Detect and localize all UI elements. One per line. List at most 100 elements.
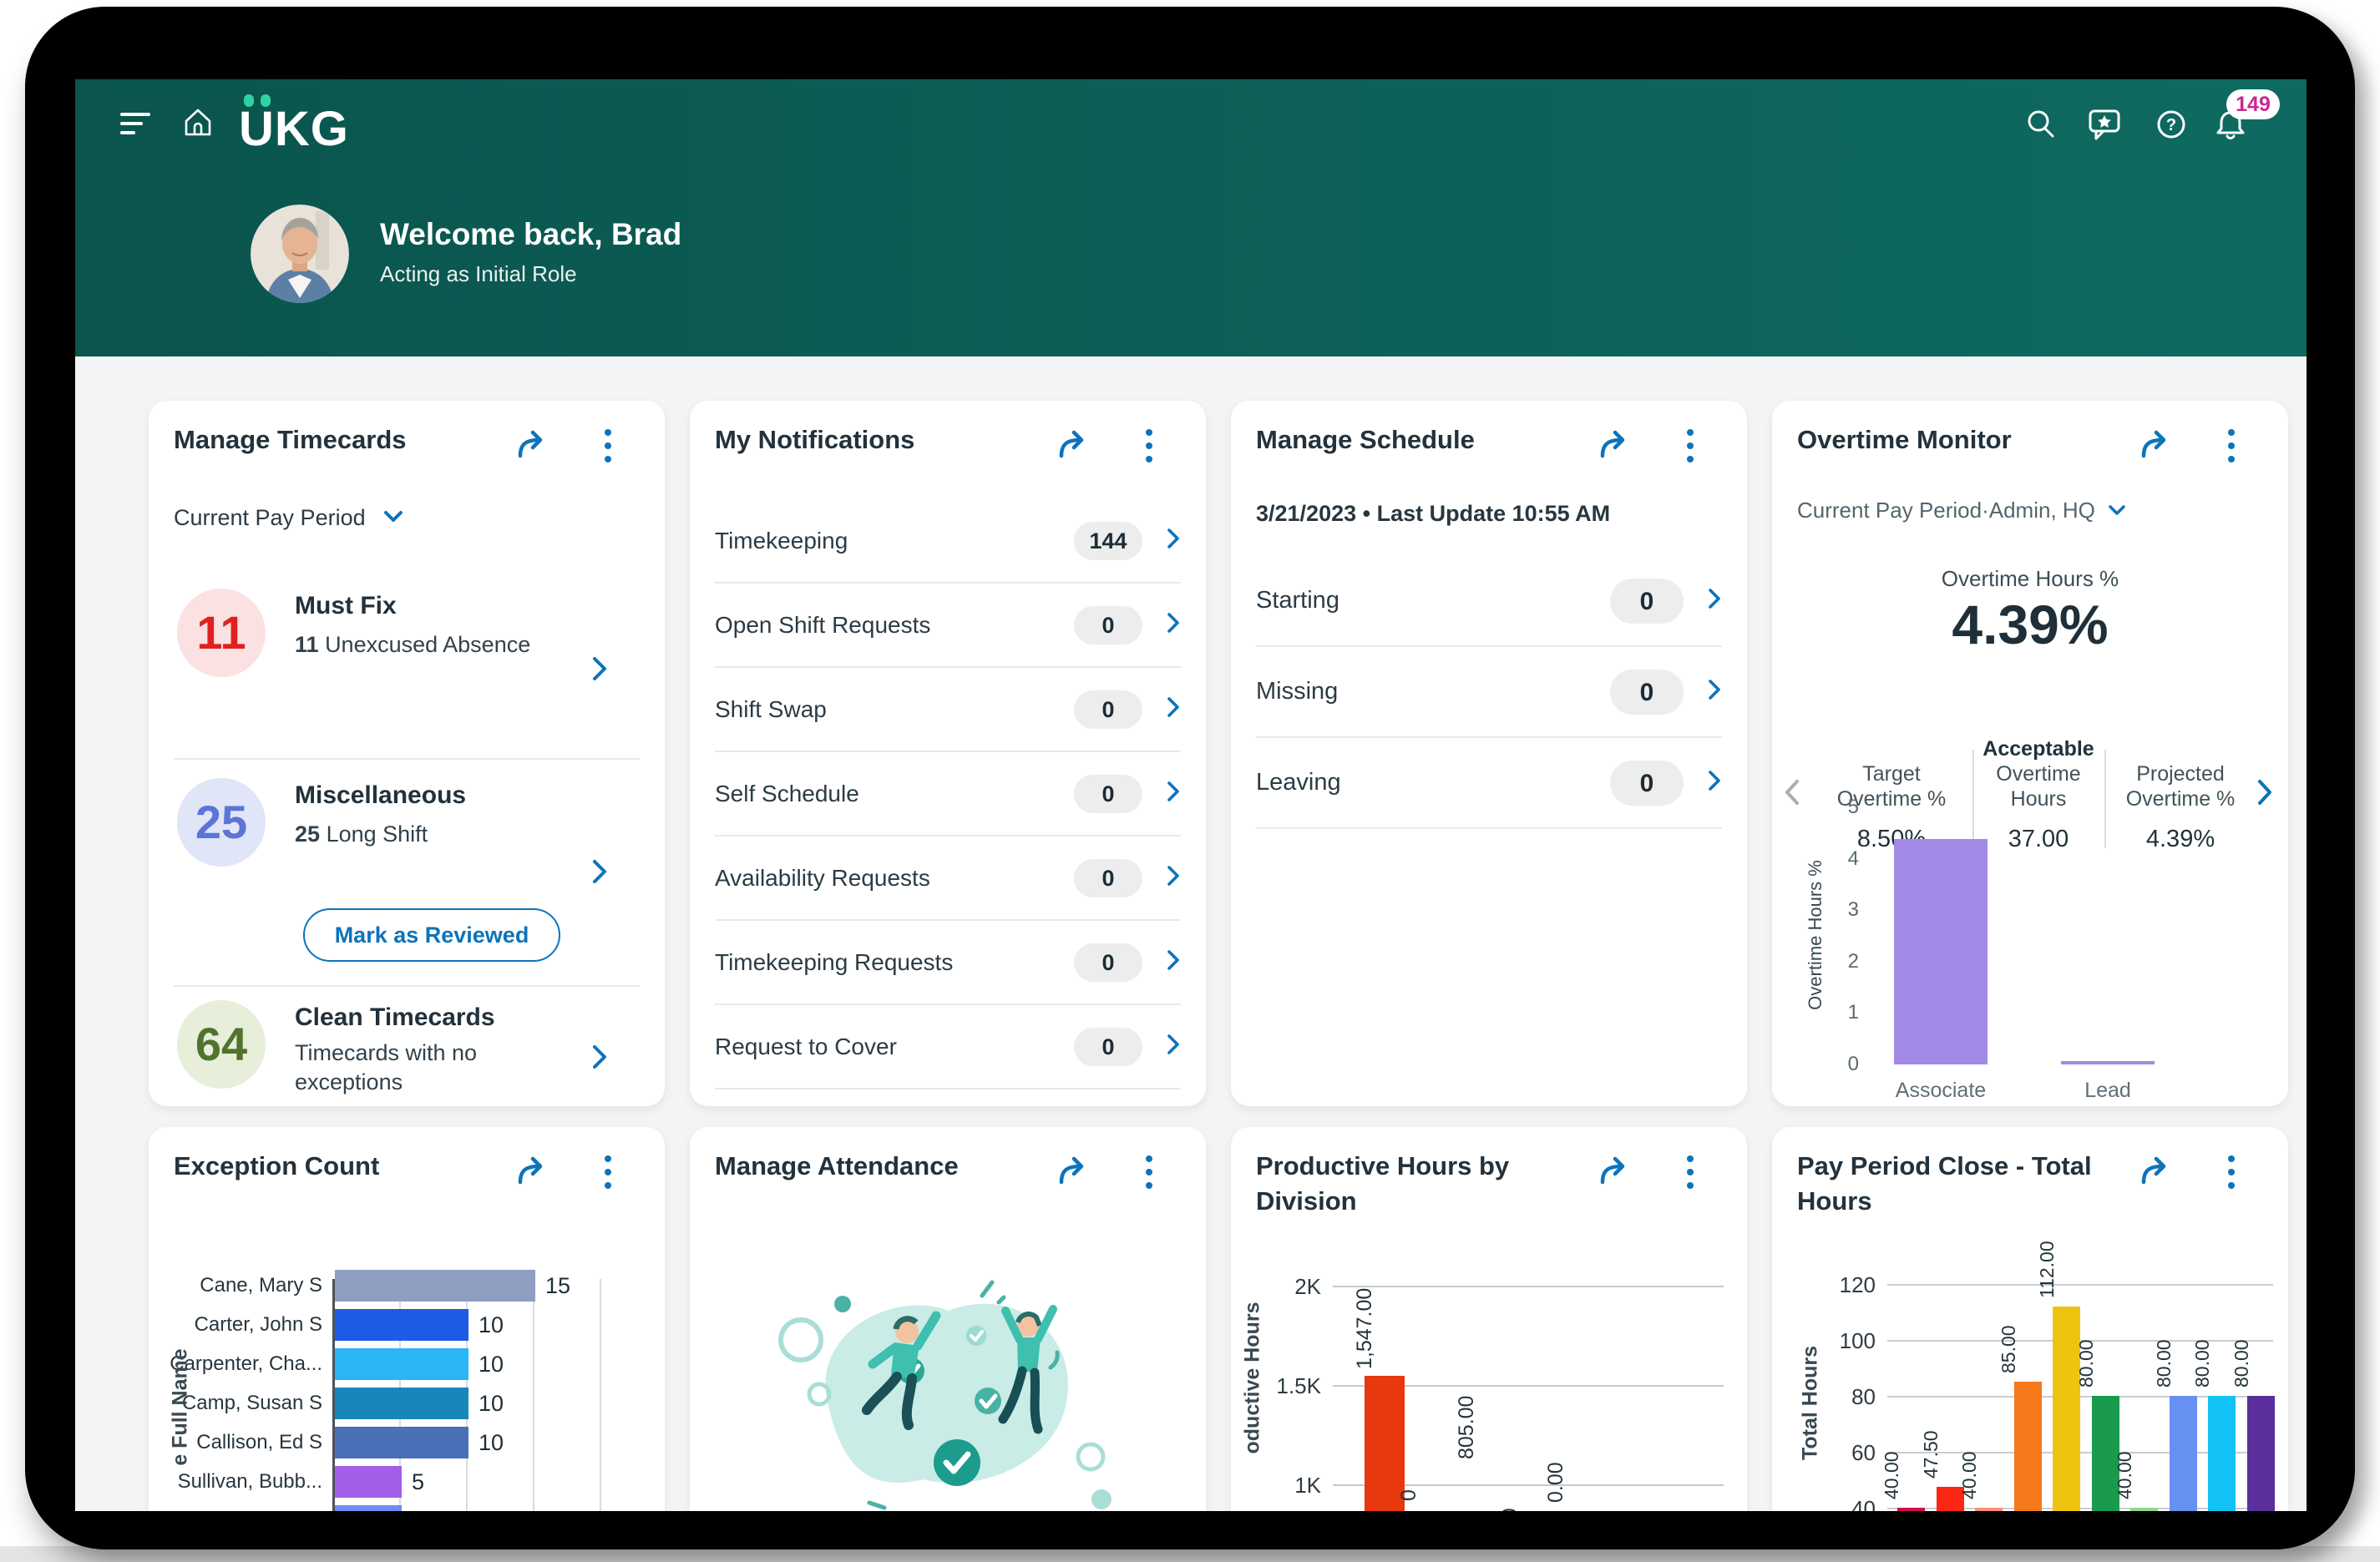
notification-label: Timekeeping (715, 527, 848, 554)
kebab-menu-icon[interactable] (2227, 1154, 2236, 1195)
kebab-menu-icon[interactable] (1145, 1154, 1153, 1195)
timecard-item-miscellaneous[interactable]: 25 Miscellaneous 25 Long Shift (174, 778, 640, 887)
bar (335, 1427, 468, 1458)
open-card-arrow-icon[interactable] (1597, 1155, 1632, 1191)
notification-count-pill: 0 (1074, 774, 1142, 813)
overtime-metric-label: Overtime Hours % (1941, 566, 2119, 591)
kebab-menu-icon[interactable] (1686, 427, 1694, 468)
kebab-menu-icon[interactable] (2227, 427, 2236, 468)
chevron-right-icon[interactable] (591, 655, 608, 686)
help-icon[interactable]: ? (2155, 108, 2188, 145)
pay-period-selector[interactable]: Current Pay Period (174, 505, 403, 531)
pay-period-selector-label: Current Pay Period (174, 505, 366, 530)
chevron-down-icon (384, 511, 403, 522)
chevron-right-icon[interactable] (591, 1044, 608, 1074)
notification-row[interactable]: Open Shift Requests 0 (715, 584, 1181, 668)
open-card-arrow-icon[interactable] (1056, 429, 1091, 465)
chevron-right-icon[interactable] (1166, 1033, 1181, 1060)
chevron-right-icon[interactable] (1166, 864, 1181, 892)
chevron-right-icon[interactable] (1707, 587, 1722, 614)
schedule-row[interactable]: Leaving 0 (1256, 738, 1722, 829)
search-icon[interactable] (2024, 108, 2058, 145)
notification-row[interactable]: System Messages5 (715, 1089, 1181, 1106)
chevron-right-icon[interactable] (1166, 611, 1181, 639)
bar (1937, 1486, 1964, 1511)
schedule-count-pill: 0 (1610, 578, 1684, 624)
kebab-menu-icon[interactable] (1145, 427, 1153, 468)
open-card-arrow-icon[interactable] (2138, 1155, 2173, 1191)
open-card-arrow-icon[interactable] (514, 429, 549, 465)
bar (1365, 1375, 1405, 1511)
notification-row[interactable]: Timekeeping 144 (715, 499, 1181, 584)
notification-label: Shift Swap (715, 695, 827, 722)
card-exception-count: Exception Count Cane, Mary S 15 Carter, Jo… (149, 1127, 665, 1511)
schedule-row[interactable]: Missing 0 (1256, 647, 1722, 738)
divider (174, 985, 640, 987)
chevron-right-icon[interactable] (1166, 780, 1181, 807)
chevron-down-icon (2109, 505, 2125, 515)
hamburger-menu-icon[interactable] (120, 109, 154, 144)
ukg-logo: UKG (239, 93, 372, 156)
productive-hours-bar-chart: 2K1.5K1K1,547.000805.000.000.00oductive … (1231, 1127, 1747, 1511)
avatar[interactable] (251, 205, 349, 303)
kebab-menu-icon[interactable] (604, 1154, 612, 1195)
overtime-scope-label: Current Pay Period·Admin, HQ (1797, 498, 2095, 523)
notification-label: Open Shift Requests (715, 611, 931, 638)
notification-count-badge[interactable]: 149 (2226, 89, 2280, 119)
notification-row[interactable]: Timekeeping Requests 0 (715, 921, 1181, 1005)
mark-as-reviewed-button[interactable]: Mark as Reviewed (303, 908, 560, 962)
bar (2247, 1396, 2275, 1511)
chevron-right-icon[interactable] (1707, 678, 1722, 705)
svg-text:?: ? (2166, 116, 2176, 134)
feedback-chat-icon[interactable] (2088, 108, 2123, 145)
must-fix-count: 11 (177, 589, 266, 677)
bar (335, 1466, 402, 1498)
notification-row[interactable]: Request to Cover 0 (715, 1005, 1181, 1089)
chevron-right-icon[interactable] (1166, 695, 1181, 723)
bar (2130, 1508, 2158, 1511)
notification-count-pill: 0 (1074, 605, 1142, 645)
notification-row[interactable]: Shift Swap 0 (715, 668, 1181, 752)
pay-period-close-bar-chart: 120 100 80 60 40 40.00 47.50 40.00 85.00 112.00 80… (1772, 1127, 2288, 1511)
item-title: Must Fix (295, 592, 397, 619)
open-card-arrow-icon[interactable] (514, 1155, 549, 1191)
bar (2014, 1382, 2042, 1511)
notification-row[interactable]: Self Schedule 0 (715, 752, 1181, 837)
kebab-menu-icon[interactable] (604, 427, 612, 468)
tablet-device-frame: UKG ? 149 (25, 7, 2355, 1549)
item-subtitle: 25 Long Shift (295, 821, 428, 847)
chevron-right-icon[interactable] (1707, 769, 1722, 796)
bar (335, 1309, 468, 1341)
notification-count-pill: 0 (1074, 1027, 1142, 1066)
card-title: Manage Timecards (174, 425, 407, 454)
chevron-right-icon[interactable] (591, 858, 608, 889)
chevron-right-icon[interactable] (1166, 527, 1181, 554)
overtime-bar-chart: 0 1 2 3 4 5 Associate Lead Overtime Hours % (1772, 401, 2288, 1106)
timecard-item-must-fix[interactable]: 11 Must Fix 11 Unexcused Absence (174, 589, 640, 697)
logo-text: UKG (239, 102, 349, 156)
open-card-arrow-icon[interactable] (1597, 429, 1632, 465)
notification-count-pill: 0 (1074, 690, 1142, 729)
card-title: My Notifications (715, 425, 915, 454)
card-title: Productive Hours by Division (1256, 1151, 1510, 1216)
bar (335, 1348, 468, 1380)
bar (2092, 1396, 2119, 1511)
overtime-scope-selector[interactable]: Current Pay Period·Admin, HQ (1797, 498, 2126, 523)
chevron-right-icon[interactable] (1166, 948, 1181, 976)
chevron-left-icon[interactable] (1784, 778, 1800, 811)
open-card-arrow-icon[interactable] (2138, 429, 2173, 465)
kebab-menu-icon[interactable] (1686, 1154, 1694, 1195)
open-card-arrow-icon[interactable] (1056, 1155, 1091, 1191)
bar (335, 1270, 535, 1302)
chevron-right-icon[interactable] (2256, 778, 2273, 811)
bar (2170, 1396, 2197, 1511)
exception-count-bar-chart: Cane, Mary S 15 Carter, John S 10 Carpenter,… (149, 1127, 665, 1511)
item-subtitle: Timecards with no exceptions (295, 1040, 478, 1094)
schedule-row[interactable]: Starting 0 (1256, 556, 1722, 647)
bar (1894, 838, 1988, 1064)
home-icon[interactable] (182, 107, 214, 143)
app-screen: UKG ? 149 (75, 79, 2307, 1511)
attendance-illustration (769, 1252, 1128, 1511)
notification-row[interactable]: Availability Requests 0 (715, 837, 1181, 921)
timecard-item-clean-timecards[interactable]: 64 Clean Timecards Timecards with no exc… (174, 1000, 640, 1100)
